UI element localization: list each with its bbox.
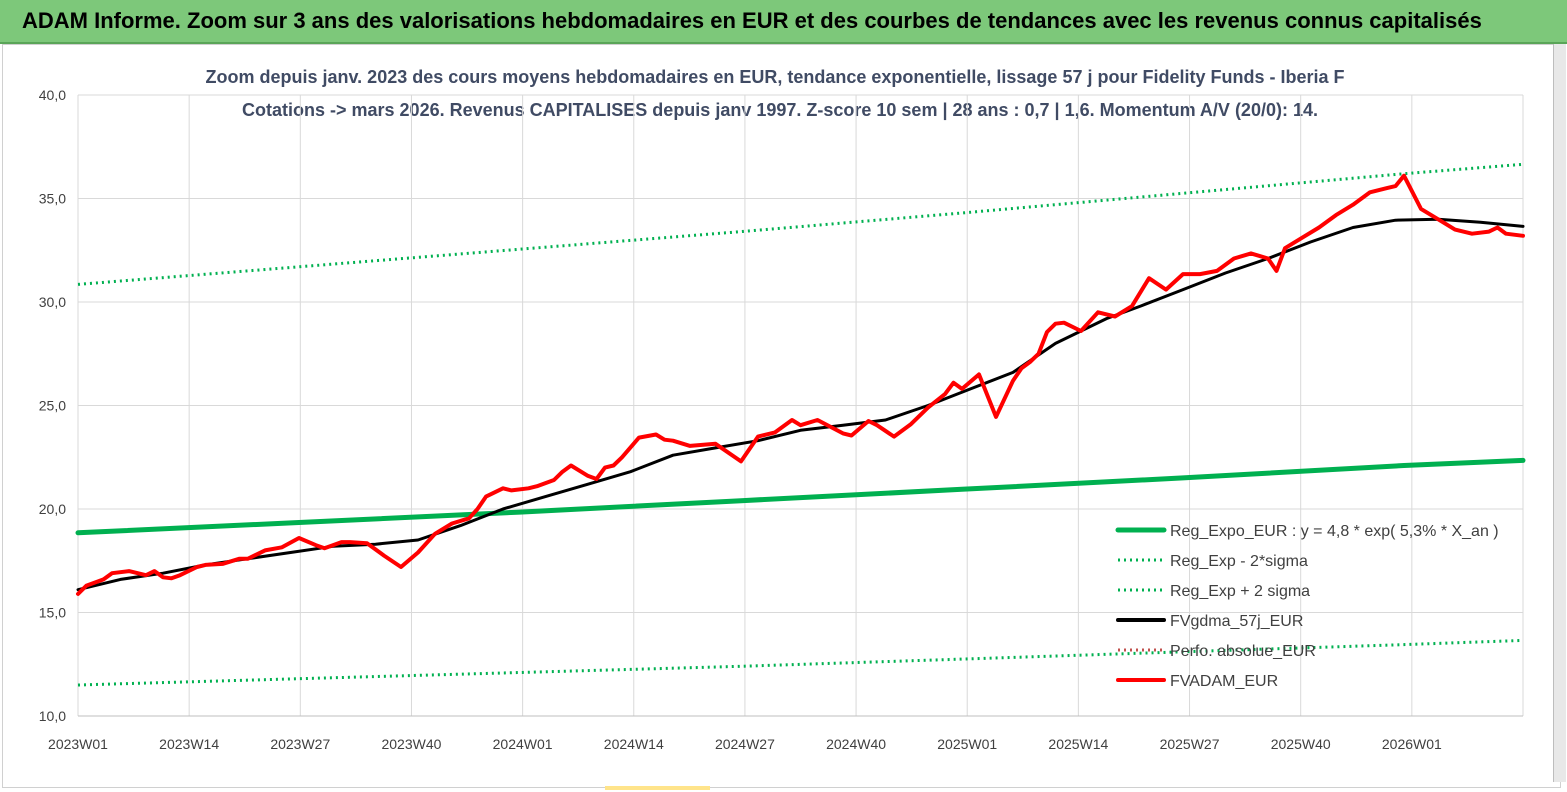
report-title: ADAM Informe. Zoom sur 3 ans des valoris… [22, 8, 1482, 33]
legend-label: FVgdma_57j_EUR [1170, 613, 1303, 630]
y-tick-label: 35,0 [39, 191, 66, 207]
x-tick-label: 2023W27 [270, 736, 330, 752]
x-tick-label: 2026W01 [1382, 736, 1442, 752]
x-axis-ticks: 2023W01 2023W14 2023W27 2023W40 2024W01 2024W… [48, 736, 1442, 752]
x-tick-label: 2023W01 [48, 736, 108, 752]
x-tick-label: 2025W14 [1048, 736, 1108, 752]
x-tick-label: 2023W14 [159, 736, 219, 752]
y-tick-label: 15,0 [39, 605, 66, 621]
y-tick-label: 25,0 [39, 398, 66, 414]
selection-marker [605, 786, 710, 790]
series-line-reg-expo-eur [75, 457, 1526, 536]
y-tick-label: 10,0 [39, 708, 66, 724]
legend-label: Reg_Exp + 2 sigma [1170, 583, 1310, 600]
x-tick-label: 2024W27 [715, 736, 775, 752]
y-tick-label: 40,0 [39, 87, 66, 103]
y-axis-ticks: 10,0 15,0 20,0 25,0 30,0 35,0 40,0 [39, 87, 66, 724]
x-tick-label: 2025W27 [1160, 736, 1220, 752]
x-tick-label: 2023W40 [381, 736, 441, 752]
chart-title-line1: Zoom depuis janv. 2023 des cours moyens … [206, 67, 1345, 87]
x-tick-label: 2024W14 [604, 736, 664, 752]
x-tick-label: 2025W40 [1271, 736, 1331, 752]
y-tick-label: 30,0 [39, 294, 66, 310]
x-tick-label: 2024W40 [826, 736, 886, 752]
series-lines [75, 162, 1526, 687]
x-tick-label: 2024W01 [493, 736, 553, 752]
legend-label: Perfo. absolue_EUR [1170, 643, 1316, 660]
legend: Reg_Expo_EUR : y = 4,8 * exp( 5,3% * X_a… [1115, 523, 1499, 690]
report-banner: ADAM Informe. Zoom sur 3 ans des valoris… [0, 0, 1567, 44]
series-line-reg-exp [77, 162, 1524, 286]
chart-title-line2: Cotations -> mars 2026. Revenus CAPITALI… [242, 100, 1318, 120]
legend-label: Reg_Exp - 2*sigma [1170, 553, 1308, 570]
legend-label: Reg_Expo_EUR : y = 4,8 * exp( 5,3% * X_a… [1170, 523, 1499, 540]
gridlines [77, 94, 1524, 717]
vertical-scrollbar[interactable] [1553, 44, 1566, 782]
series-line-fvadam-eur [76, 173, 1525, 596]
x-tick-label: 2025W01 [937, 736, 997, 752]
legend-label: FVADAM_EUR [1170, 673, 1278, 690]
y-tick-label: 20,0 [39, 501, 66, 517]
